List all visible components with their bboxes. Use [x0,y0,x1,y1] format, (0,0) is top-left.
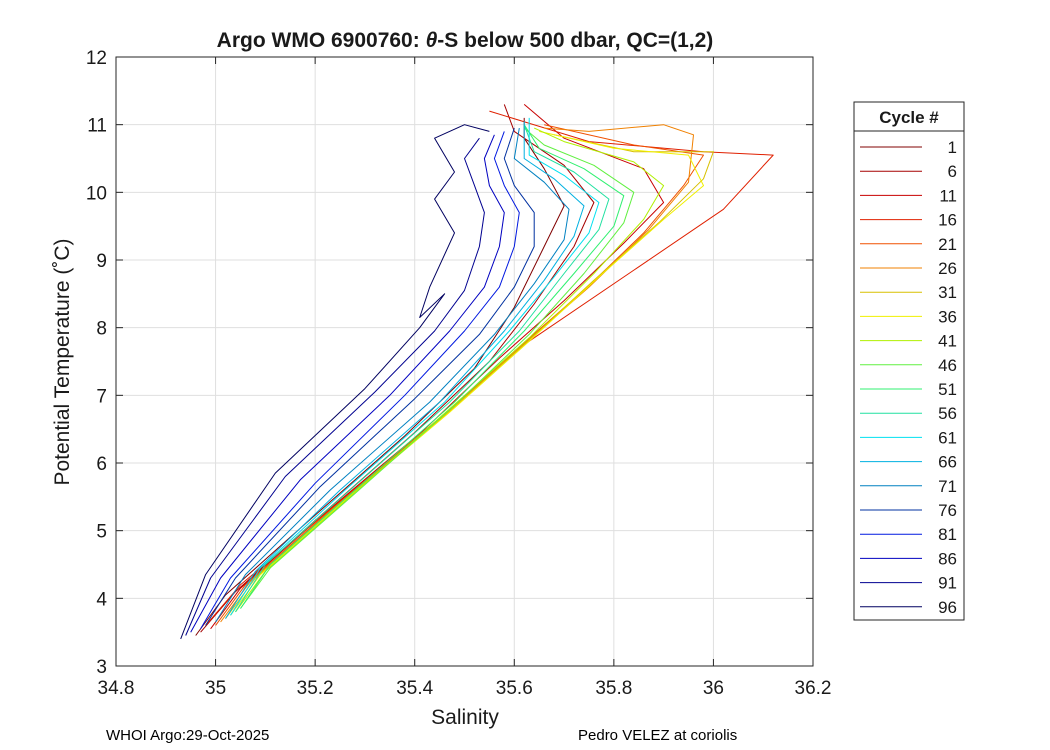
series-line-cycle-1 [195,117,565,636]
footer-left: WHOI Argo:29-Oct-2025 [106,727,269,744]
x-axis-label: Salinity [431,706,499,729]
legend-label-cycle-1: 1 [948,138,957,157]
y-tick-label: 12 [86,48,107,69]
series-line-cycle-16 [205,110,774,626]
y-tick-label: 11 [87,116,107,137]
series-line-cycle-51 [240,124,625,609]
legend-label-cycle-11: 11 [939,186,957,205]
legend-label-cycle-71: 71 [938,477,957,496]
legend-title: Cycle # [879,108,939,127]
y-tick-label: 4 [96,589,107,610]
x-axis-ticks: 34.8 35 35.2 35.4 35.6 35.8 36 36.2 [98,57,832,699]
legend-label-cycle-81: 81 [938,525,957,544]
legend: Cycle # 16111621263136414651566166717681… [853,101,965,621]
series-line-cycle-66 [225,121,585,619]
legend-label-cycle-66: 66 [938,453,957,472]
legend-box [853,101,965,621]
y-tick-label: 9 [96,251,107,272]
series-line-cycle-61 [230,117,600,616]
plot-area [116,57,813,666]
y-tick-label: 5 [96,522,107,543]
legend-label-cycle-16: 16 [938,211,957,230]
x-tick-label: 36 [703,678,724,699]
series-line-cycle-46 [240,127,635,609]
y-tick-label: 10 [86,183,107,204]
x-tick-label: 36.2 [795,678,832,699]
axes-box [115,56,814,667]
series-line-cycle-96 [180,124,490,640]
legend-label-cycle-61: 61 [938,428,957,447]
y-tick-label: 8 [96,319,107,340]
series-line-cycle-41 [235,127,665,613]
legend-label-cycle-36: 36 [938,307,957,326]
legend-label-cycle-86: 86 [938,549,957,568]
x-tick-label: 35.2 [297,678,334,699]
x-tick-label: 35.6 [496,678,533,699]
y-axis-label: Potential Temperature (˚C) [51,238,74,485]
legend-label-cycle-21: 21 [938,235,957,254]
series-line-cycle-71 [215,128,570,623]
legend-label-cycle-91: 91 [938,574,957,593]
legend-label-cycle-96: 96 [938,598,957,617]
legend-label-cycle-56: 56 [938,404,957,423]
legend-label-cycle-26: 26 [938,259,957,278]
x-tick-label: 35.8 [595,678,632,699]
series-line-cycle-86 [190,134,505,633]
series-lines [180,104,774,640]
y-tick-label: 3 [96,657,107,678]
x-tick-label: 35.4 [396,678,433,699]
series-line-cycle-56 [235,124,610,613]
legend-label-cycle-46: 46 [938,356,957,375]
legend-label-cycle-76: 76 [938,501,957,520]
series-line-cycle-81 [200,131,520,630]
legend-label-cycle-51: 51 [938,380,957,399]
series-line-cycle-76 [205,127,535,626]
y-axis-ticks: 3 4 5 6 7 8 9 10 11 12 [86,48,813,678]
legend-label-cycle-41: 41 [938,332,957,351]
x-tick-label: 35 [205,678,226,699]
chart-title: Argo WMO 6900760: θ-S below 500 dbar, QC… [217,29,714,52]
x-tick-label: 34.8 [98,678,135,699]
series-line-cycle-36 [230,130,704,616]
footer-right: Pedro VELEZ at coriolis [578,727,737,744]
y-tick-label: 6 [96,454,107,475]
legend-label-cycle-6: 6 [948,162,957,181]
y-tick-label: 7 [96,386,107,407]
legend-label-cycle-31: 31 [938,283,957,302]
series-line-cycle-91 [185,137,485,636]
